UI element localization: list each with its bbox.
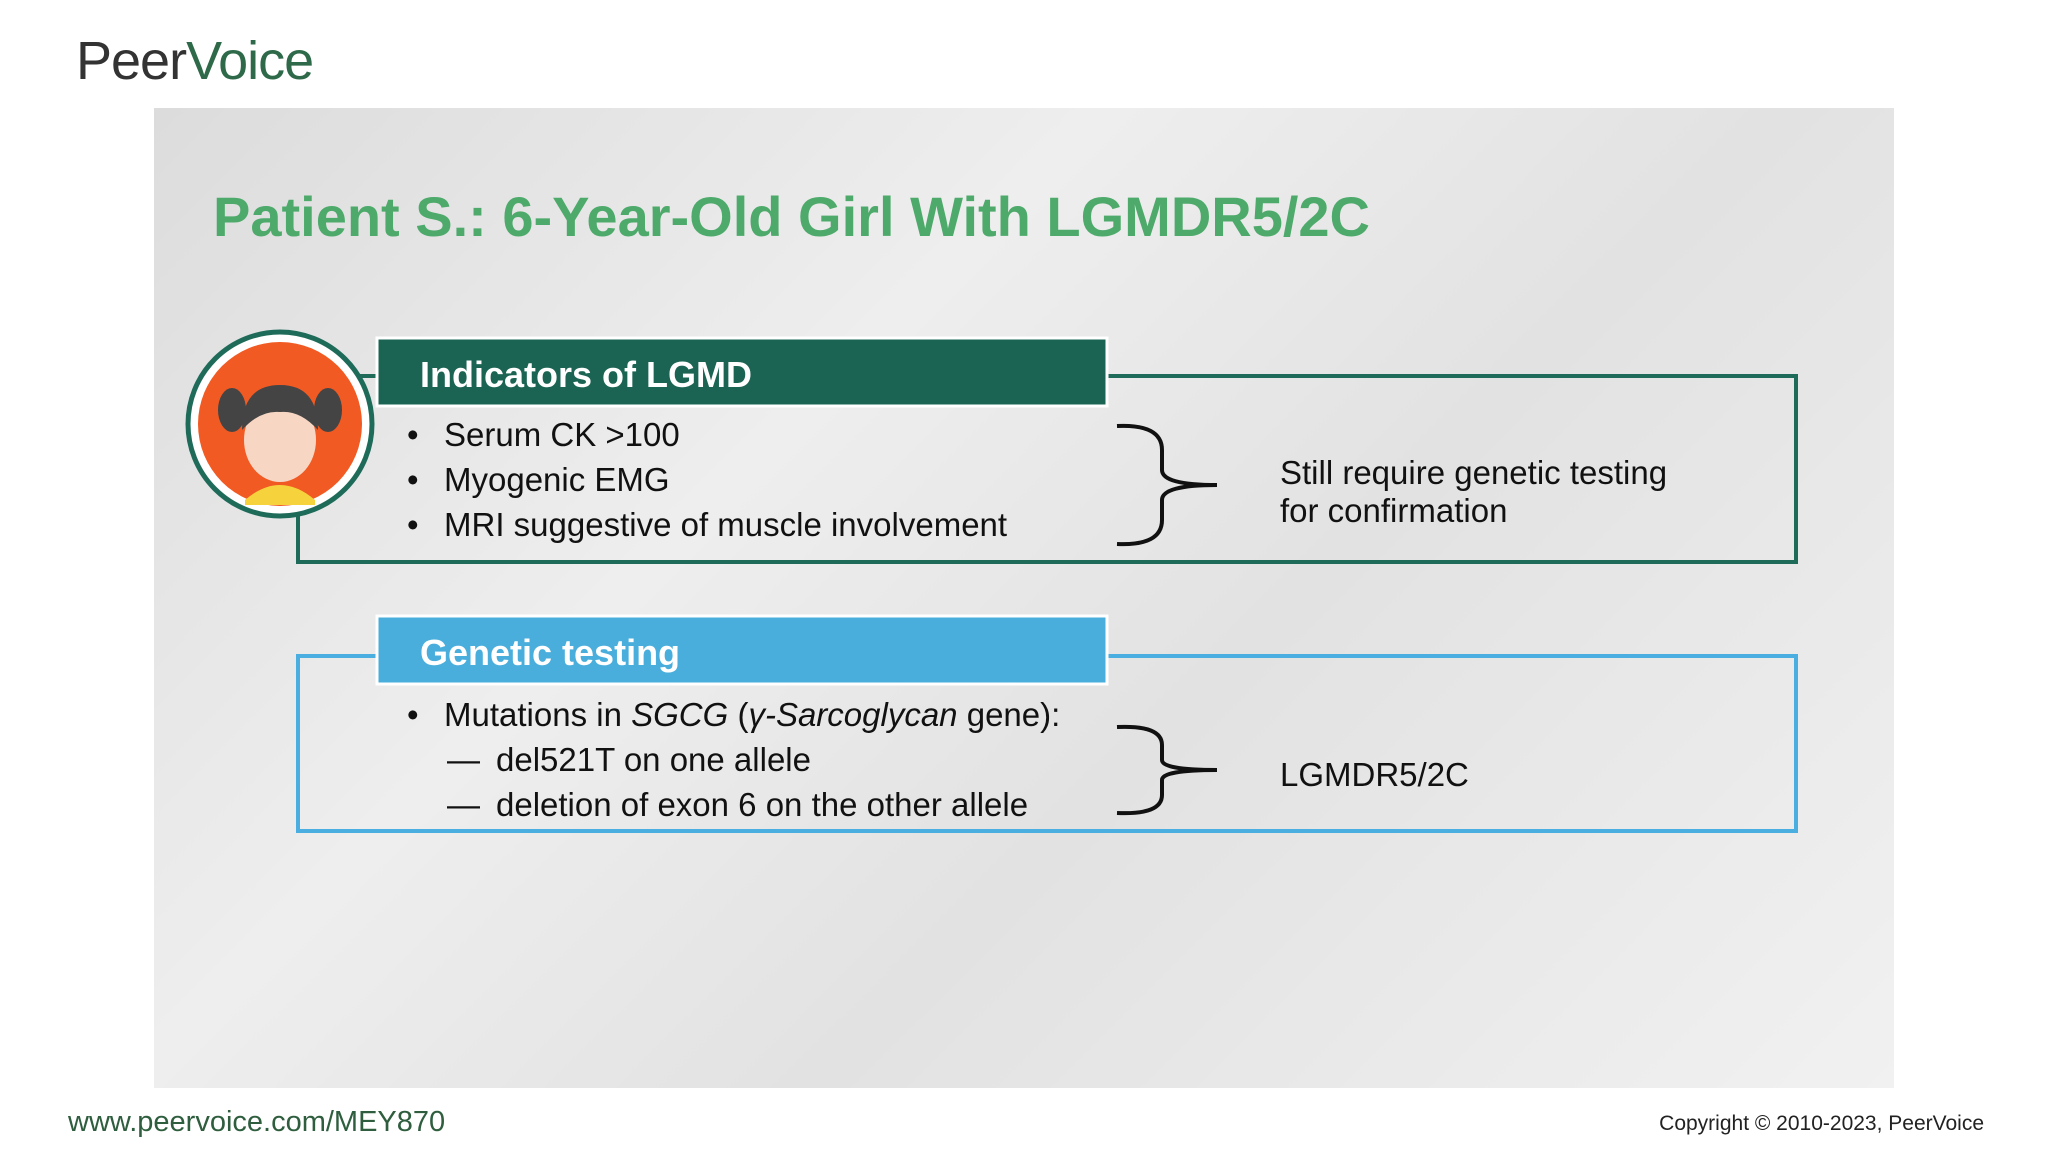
conclusion-line: for confirmation	[1280, 492, 1508, 529]
dash-marker: —	[447, 786, 480, 823]
indicator-bullet: Myogenic EMG	[444, 461, 670, 498]
gene-name: SGCG	[631, 696, 729, 733]
bullet-marker: •	[407, 506, 419, 543]
indicators-header: Indicators of LGMD	[420, 354, 752, 395]
text: (	[728, 696, 749, 733]
bullet-marker: •	[407, 696, 419, 733]
text: gene):	[957, 696, 1061, 733]
bullet-marker: •	[407, 461, 419, 498]
protein-name: γ-Sarcoglycan	[748, 696, 958, 733]
footer-url: www.peervoice.com/MEY870	[68, 1106, 446, 1138]
logo-peer: Peer	[76, 31, 187, 91]
indicator-bullet: Serum CK >100	[444, 416, 680, 453]
slide-title: Patient S.: 6-Year-Old Girl With LGMDR5/…	[213, 185, 1370, 248]
dash-marker: —	[447, 741, 480, 778]
genetic-conclusion: LGMDR5/2C	[1280, 756, 1469, 793]
bullet-marker: •	[407, 416, 419, 453]
text: Mutations in	[444, 696, 632, 733]
copyright: Copyright © 2010-2023, PeerVoice	[1659, 1112, 1984, 1135]
brace	[1116, 423, 1218, 547]
patient-avatar	[185, 329, 375, 519]
genetic-subbullet: deletion of exon 6 on the other allele	[496, 786, 1029, 823]
conclusion-line: Still require genetic testing	[1280, 454, 1668, 491]
indicator-bullet: MRI suggestive of muscle involvement	[444, 506, 1008, 543]
genetic-header: Genetic testing	[420, 632, 681, 673]
logo: PeerVoice	[76, 30, 314, 92]
genetic-header-bar	[375, 614, 1109, 686]
indicators-conclusion: Still require genetic testing for confir…	[1280, 454, 1667, 530]
brace	[1116, 724, 1218, 816]
indicators-header-bar	[375, 336, 1109, 408]
genetic-subbullet: del521T on one allele	[496, 741, 811, 778]
slide	[154, 108, 1894, 1088]
logo-voice: Voice	[186, 31, 314, 91]
genetic-bullet: Mutations in SGCG (γ-Sarcoglycan gene):	[444, 698, 1060, 731]
